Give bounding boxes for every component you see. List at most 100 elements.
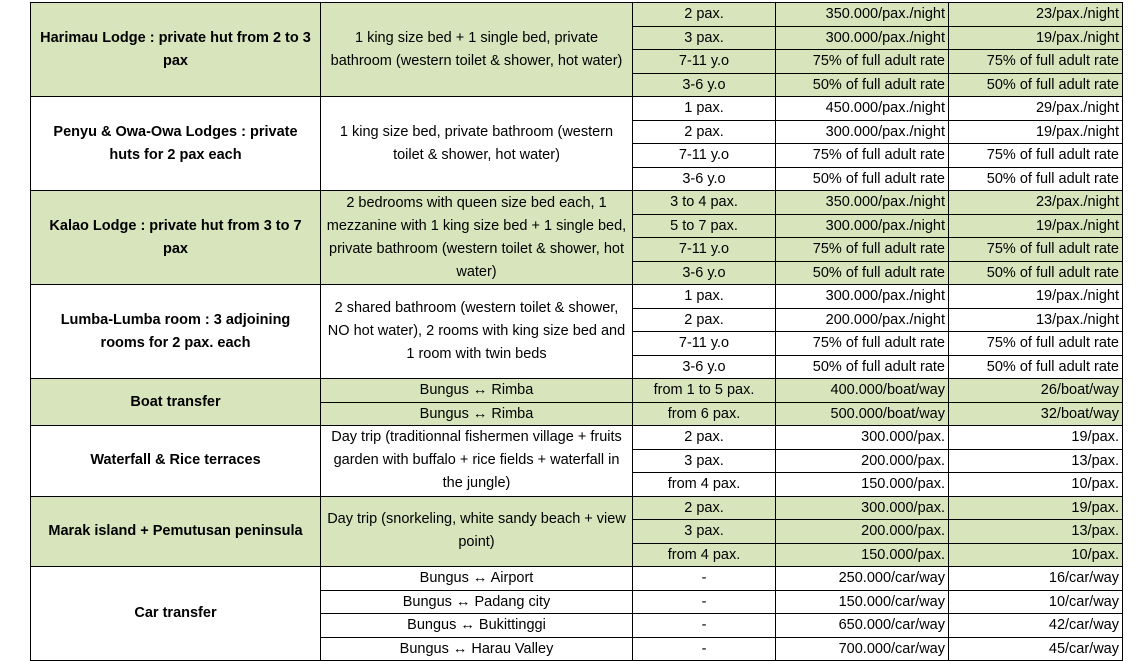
pax: - [632, 613, 776, 638]
price-idr: 75% of full adult rate [775, 237, 949, 262]
price-usd: 42/car/way [948, 613, 1123, 638]
pax: 2 pax. [632, 2, 776, 27]
pax: 3 pax. [632, 25, 776, 50]
price-usd: 19/pax. [948, 495, 1123, 520]
price-idr: 300.000/pax./night [775, 284, 949, 309]
price-usd: 16/car/way [948, 566, 1123, 591]
price-table: Harimau Lodge : private hut from 2 to 3 … [30, 2, 1123, 661]
price-idr: 650.000/car/way [775, 613, 949, 638]
item-description: 1 king size bed + 1 single bed, private … [320, 2, 633, 97]
pax: 2 pax. [632, 495, 776, 520]
pax: 7-11 y.o [632, 331, 776, 356]
pax: 1 pax. [632, 96, 776, 121]
price-idr: 75% of full adult rate [775, 331, 949, 356]
table-row: 7-11 y.o 75% of full adult rate 75% of ful… [31, 143, 1123, 168]
table-row: 2 pax. 200.000/pax./night 13/pax./night [31, 307, 1123, 332]
table-row: Waterfall & Rice terraces Day trip (tradi… [30, 425, 1123, 497]
table-row: Penyu & Owa-Owa Lodges : private huts fo… [30, 96, 1123, 191]
price-usd: 19/pax./night [948, 25, 1123, 50]
item-description: Day trip (snorkeling, white sandy beach … [320, 495, 633, 567]
pax: from 4 pax. [632, 542, 776, 567]
price-idr: 350.000/pax./night [775, 2, 949, 27]
price-usd: 13/pax./night [948, 307, 1123, 332]
price-usd: 75% of full adult rate [948, 49, 1123, 74]
item-name: Kalao Lodge : private hut from 3 to 7 pa… [30, 190, 321, 285]
item-description: Day trip (traditionnal fishermen village… [320, 425, 633, 497]
table-row: from 4 pax. 150.000/pax. 10/pax. [31, 542, 1123, 567]
price-usd: 75% of full adult rate [948, 331, 1123, 356]
price-usd: 10/car/way [948, 589, 1123, 614]
price-usd: 45/car/way [948, 636, 1123, 661]
price-idr: 50% of full adult rate [775, 72, 949, 97]
pax: from 6 pax. [632, 401, 776, 426]
price-idr: 300.000/pax. [775, 495, 949, 520]
pax: 3-6 y.o [632, 166, 776, 191]
price-usd: 50% of full adult rate [948, 72, 1123, 97]
table-row: Harimau Lodge : private hut from 2 to 3 … [30, 2, 1123, 97]
table-row: 3 pax. 300.000/pax./night 19/pax./night [31, 25, 1123, 50]
pax: 2 pax. [632, 425, 776, 450]
pax: 7-11 y.o [632, 237, 776, 262]
price-usd: 23/pax./night [948, 2, 1123, 27]
price-idr: 50% of full adult rate [775, 166, 949, 191]
price-idr: 300.000/pax./night [775, 213, 949, 238]
item-description: 2 bedrooms with queen size bed each, 1 m… [320, 190, 633, 285]
route: Bungus ↔ Airport [320, 566, 633, 591]
item-description: 2 shared bathroom (western toilet & show… [320, 284, 633, 379]
pax: 7-11 y.o [632, 49, 776, 74]
item-name: Lumba-Lumba room : 3 adjoining rooms for… [30, 284, 321, 379]
pax: 3 pax. [632, 519, 776, 544]
item-name: Harimau Lodge : private hut from 2 to 3 … [30, 2, 321, 97]
price-idr: 50% of full adult rate [775, 260, 949, 285]
price-idr: 500.000/boat/way [775, 401, 949, 426]
price-usd: 10/pax. [948, 472, 1123, 497]
table-row: Lumba-Lumba room : 3 adjoining rooms for… [30, 284, 1123, 379]
item-name: Boat transfer [30, 378, 321, 426]
price-usd: 19/pax. [948, 425, 1123, 450]
pax: from 1 to 5 pax. [632, 378, 776, 403]
price-usd: 29/pax./night [948, 96, 1123, 121]
table-row: 7-11 y.o 75% of full adult rate 75% of ful… [31, 49, 1123, 74]
price-usd: 75% of full adult rate [948, 237, 1123, 262]
table-row: 7-11 y.o 75% of full adult rate 75% of ful… [31, 237, 1123, 262]
price-usd: 13/pax. [948, 448, 1123, 473]
price-usd: 50% of full adult rate [948, 354, 1123, 379]
table-row: Car transfer Bungus ↔ Airport -250.000/car… [30, 566, 1123, 661]
table-row: 3-6 y.o 50% of full adult rate 50% of full… [31, 72, 1123, 97]
table-row: from 4 pax. 150.000/pax. 10/pax. [31, 472, 1123, 497]
price-idr: 250.000/car/way [775, 566, 949, 591]
pax: 2 pax. [632, 119, 776, 144]
table-row: 2 pax. 300.000/pax./night 19/pax./night [31, 119, 1123, 144]
pax: 3 pax. [632, 448, 776, 473]
price-idr: 50% of full adult rate [775, 354, 949, 379]
price-idr: 400.000/boat/way [775, 378, 949, 403]
price-usd: 19/pax./night [948, 213, 1123, 238]
price-usd: 26/boat/way [948, 378, 1123, 403]
price-idr: 150.000/car/way [775, 589, 949, 614]
price-idr: 150.000/pax. [775, 472, 949, 497]
table-row: Bungus ↔ Rimba from 6 pax. 500.000/boat/wa… [31, 401, 1123, 426]
pax: - [632, 589, 776, 614]
price-idr: 300.000/pax. [775, 425, 949, 450]
table-row: Boat transfer Bungus ↔ Rimba from 1 to 5 p… [30, 378, 1123, 426]
price-idr: 450.000/pax./night [775, 96, 949, 121]
price-idr: 200.000/pax./night [775, 307, 949, 332]
item-name: Marak island + Pemutusan peninsula [30, 495, 321, 567]
pax: from 4 pax. [632, 472, 776, 497]
route: Bungus ↔ Padang city [320, 589, 633, 614]
price-idr: 300.000/pax./night [775, 119, 949, 144]
pax: - [632, 566, 776, 591]
price-idr: 200.000/pax. [775, 448, 949, 473]
price-usd: 23/pax./night [948, 190, 1123, 215]
table-row: 3-6 y.o 50% of full adult rate 50% of full… [31, 166, 1123, 191]
table-row: 3 pax. 200.000/pax. 13/pax. [31, 448, 1123, 473]
price-usd: 50% of full adult rate [948, 260, 1123, 285]
item-name: Waterfall & Rice terraces [30, 425, 321, 497]
price-usd: 13/pax. [948, 519, 1123, 544]
price-idr: 200.000/pax. [775, 519, 949, 544]
pax: 7-11 y.o [632, 143, 776, 168]
pax: 5 to 7 pax. [632, 213, 776, 238]
item-description: 1 king size bed, private bathroom (weste… [320, 96, 633, 191]
pax: 2 pax. [632, 307, 776, 332]
route: Bungus ↔ Rimba [320, 378, 633, 403]
